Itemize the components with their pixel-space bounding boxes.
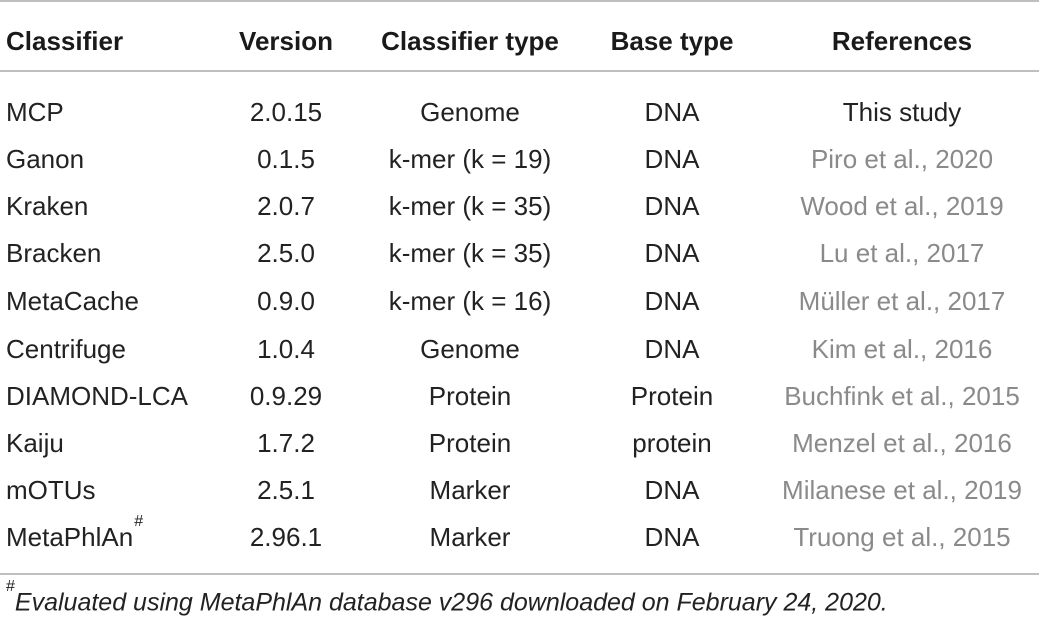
classifier-type-value: k-mer (k = 19) [388,144,552,174]
base-type-value: DNA [644,144,700,174]
footnote-marker: # [134,513,144,531]
version-value: 0.1.5 [257,144,315,174]
table-row: Bracken 2.5.0 k-mer (k = 35) DNA Lu et a… [0,230,1039,276]
reference-link[interactable]: Kim et al., 2016 [811,334,993,364]
reference-link[interactable]: Piro et al., 2020 [810,144,994,174]
footnote-text: Evaluated using MetaPhlAn database v296 … [14,588,888,617]
classifier-name: Kraken [6,191,89,221]
classifier-name: MetaCache [6,286,139,316]
base-type-value: DNA [644,97,700,127]
version-value: 2.5.1 [257,475,315,505]
header-divider-rule [0,70,1039,72]
table-header-row: Classifier Version Classifier type Base … [0,18,1039,64]
table-row: MetaPhlAn# 2.96.1 Marker DNA Truong et a… [0,514,1039,560]
reference-link[interactable]: Menzel et al., 2016 [792,428,1012,458]
table-row: Kaiju 1.7.2 Protein protein Menzel et al… [0,420,1039,466]
base-type-value: DNA [644,475,700,505]
classifier-name: Kaiju [6,428,64,458]
classifier-name: MetaPhlAn# [6,513,144,560]
classifier-type-value: k-mer (k = 35) [388,191,552,221]
table-row: MetaCache 0.9.0 k-mer (k = 16) DNA Mülle… [0,278,1039,324]
base-type-value: Protein [630,381,714,411]
version-value: 2.96.1 [249,522,323,552]
header-base-type: Base type [610,26,734,56]
header-classifier: Classifier [6,26,124,56]
classifier-name: MCP [6,97,64,127]
version-value: 1.7.2 [257,428,315,458]
reference-link[interactable]: Lu et al., 2017 [819,238,985,268]
reference-link[interactable]: Truong et al., 2015 [793,522,1011,552]
base-type-value: DNA [644,191,700,221]
classifier-type-value: Genome [420,97,520,127]
reference-link[interactable]: Müller et al., 2017 [798,286,1006,316]
base-type-value: DNA [644,238,700,268]
version-value: 0.9.0 [257,286,315,316]
table-row: Centrifuge 1.0.4 Genome DNA Kim et al., … [0,326,1039,372]
table-row: Ganon 0.1.5 k-mer (k = 19) DNA Piro et a… [0,136,1039,182]
classifier-name: mOTUs [6,475,96,505]
classifier-type-value: k-mer (k = 35) [388,238,552,268]
classifier-type-value: Protein [428,381,512,411]
header-classifier-type: Classifier type [381,26,559,56]
table-bottom-rule [0,573,1039,575]
base-type-value: DNA [644,286,700,316]
table-row: mOTUs 2.5.1 Marker DNA Milanese et al., … [0,467,1039,513]
header-references: References [831,26,973,56]
base-type-value: DNA [644,522,700,552]
table-row: DIAMOND-LCA 0.9.29 Protein Protein Buchf… [0,373,1039,419]
classifier-name-text: MetaPhlAn [6,522,134,552]
reference-link[interactable]: Milanese et al., 2019 [782,475,1022,505]
version-value: 2.5.0 [257,238,315,268]
classifier-type-value: Marker [429,475,511,505]
table-row: Kraken 2.0.7 k-mer (k = 35) DNA Wood et … [0,183,1039,229]
classifier-name: Bracken [6,238,102,268]
table-top-rule [0,0,1039,2]
version-value: 2.0.15 [249,97,323,127]
table-row: MCP 2.0.15 Genome DNA This study [0,89,1039,135]
base-type-value: protein [632,428,712,458]
header-version: Version [239,26,333,56]
classifier-type-value: Genome [420,334,520,364]
classifier-name: Centrifuge [6,334,126,364]
classifier-type-value: k-mer (k = 16) [388,286,552,316]
classifier-name: DIAMOND-LCA [6,381,189,411]
table-footnote: #Evaluated using MetaPhlAn database v296… [6,578,888,617]
classifier-type-value: Marker [429,522,511,552]
classifier-type-value: Protein [428,428,512,458]
reference-link[interactable]: Buchfink et al., 2015 [784,381,1020,411]
reference-text: This study [842,97,962,127]
classifier-name: Ganon [6,144,85,174]
footnote-symbol: # [6,578,15,595]
base-type-value: DNA [644,334,700,364]
version-value: 0.9.29 [249,381,323,411]
version-value: 1.0.4 [257,334,315,364]
version-value: 2.0.7 [257,191,315,221]
reference-link[interactable]: Wood et al., 2019 [800,191,1004,221]
